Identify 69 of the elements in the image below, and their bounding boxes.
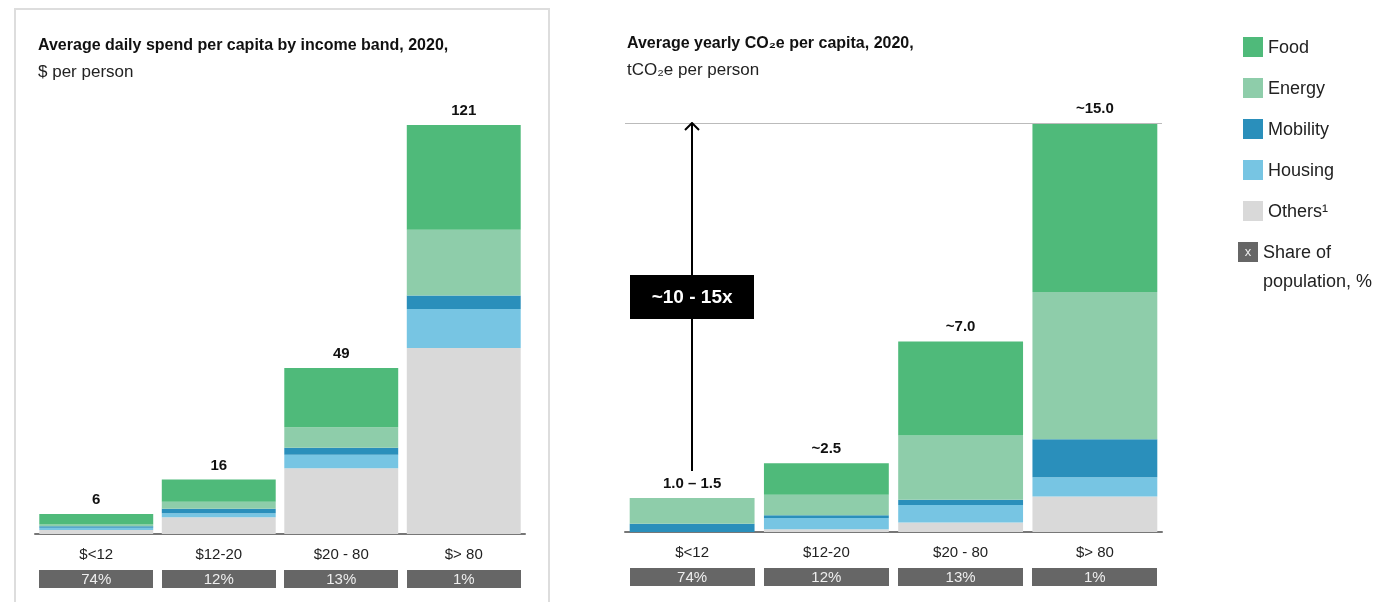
bar <box>161 513 276 518</box>
annotation: ~7.0 <box>945 317 976 335</box>
bar <box>284 447 399 455</box>
chart-subtitle: $ per person <box>38 62 134 82</box>
legend-label: Food <box>1268 37 1310 57</box>
bar <box>763 494 889 516</box>
bar <box>1032 291 1158 440</box>
annotation: 6 <box>92 489 101 507</box>
text: 12% <box>161 570 276 588</box>
bar <box>629 498 755 524</box>
annotation: ~15.0 <box>1075 99 1114 116</box>
bar <box>1032 496 1158 532</box>
annotation: 16 <box>210 455 228 473</box>
text: x <box>1238 242 1258 262</box>
text: 74% <box>39 570 154 588</box>
bar <box>898 499 1024 506</box>
x-tick-label: $<12 <box>675 543 710 560</box>
bar <box>763 515 889 519</box>
bar <box>284 468 399 534</box>
bar <box>161 501 276 509</box>
x-tick-label: $20 - 80 <box>313 545 369 562</box>
chart-title: Average yearly CO₂e per capita, 2020, <box>627 34 914 52</box>
bar <box>406 295 521 310</box>
text: 13% <box>284 570 399 588</box>
legend-label: Housing <box>1268 160 1335 180</box>
bar <box>406 309 521 348</box>
chart-title: Average daily spend per capita by income band, 2020, <box>38 36 449 54</box>
bar <box>898 522 1024 532</box>
bar <box>763 529 889 532</box>
annotation: 49 <box>332 343 350 361</box>
text: 74% <box>629 568 755 586</box>
bar <box>284 427 399 448</box>
bar <box>161 479 276 502</box>
legend-label: Mobility <box>1268 119 1330 139</box>
legend-label: Others¹ <box>1268 201 1329 221</box>
text: 1% <box>1032 568 1158 586</box>
text: 12% <box>763 568 889 586</box>
bar <box>161 517 276 534</box>
text: 1% <box>406 570 521 588</box>
x-tick-label: $20 - 80 <box>933 543 989 560</box>
x-tick-label: $<12 <box>79 545 114 562</box>
bar <box>284 367 399 428</box>
bar <box>39 513 154 525</box>
text: 13% <box>898 568 1024 586</box>
chart-subtitle: tCO₂e per person <box>627 60 760 80</box>
x-tick-label: $12-20 <box>195 545 243 562</box>
x-tick-label: $12-20 <box>803 543 850 560</box>
annotation: ~2.5 <box>811 439 842 457</box>
bar <box>406 229 521 296</box>
bar <box>629 523 755 532</box>
annotation: ~10 - 15x <box>630 275 755 320</box>
bar <box>1032 439 1158 478</box>
bar <box>284 454 399 469</box>
bar <box>406 125 521 230</box>
bar <box>39 529 154 534</box>
bar <box>1032 477 1158 497</box>
bar <box>763 518 889 530</box>
legend-label: Energy <box>1268 78 1326 98</box>
bar <box>763 463 889 495</box>
x-tick-label: $> 80 <box>444 545 483 562</box>
bar <box>898 341 1024 436</box>
bar <box>898 435 1024 500</box>
annotation: 1.0 – 1.5 <box>662 474 722 492</box>
annotation: 121 <box>451 101 477 118</box>
text: Share of population, % <box>1263 241 1374 293</box>
bar <box>898 505 1024 523</box>
bar <box>1032 123 1158 292</box>
x-tick-label: $> 80 <box>1075 543 1114 560</box>
bar <box>406 347 521 534</box>
